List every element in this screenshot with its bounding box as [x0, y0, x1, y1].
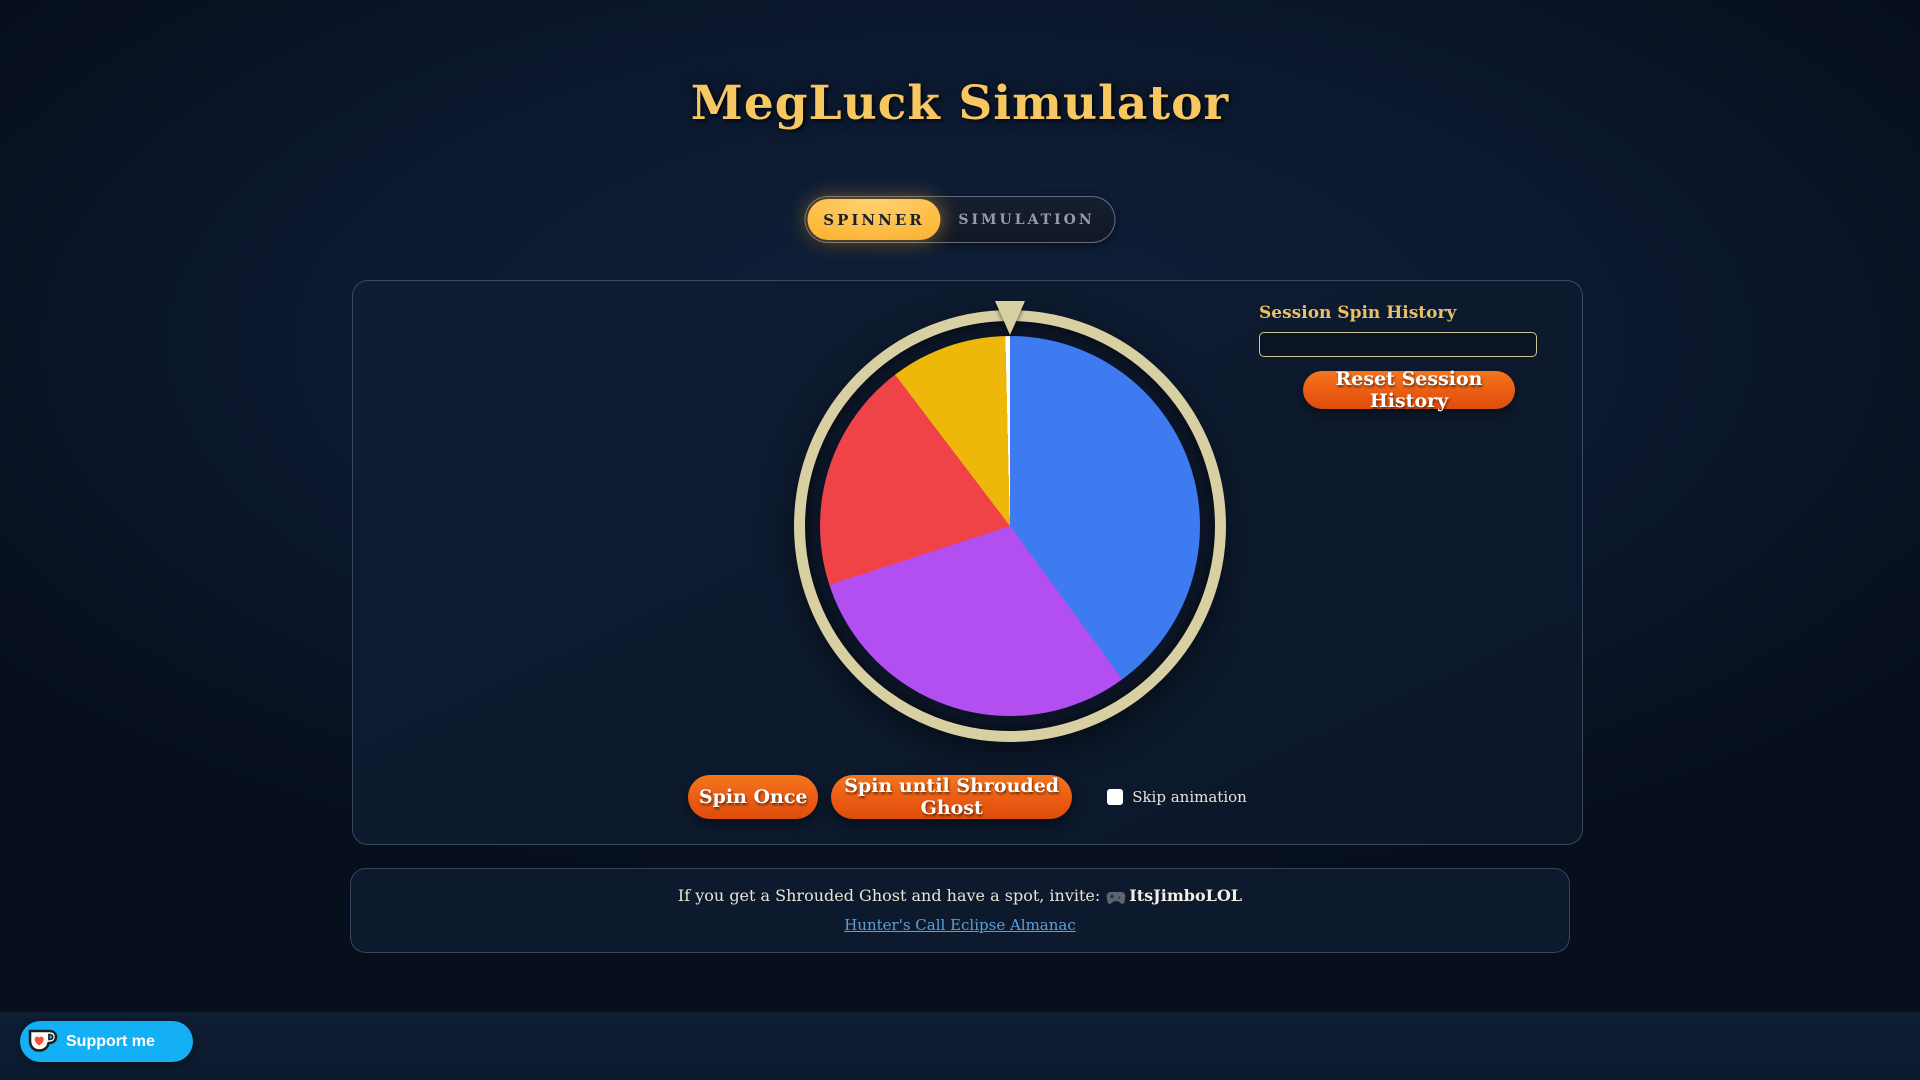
session-history-heading: Session Spin History: [1259, 303, 1457, 323]
skip-animation-control: Skip animation: [1107, 788, 1247, 806]
wheel-pie: [820, 336, 1200, 716]
spin-until-shrouded-ghost-button[interactable]: Spin until Shrouded Ghost: [831, 775, 1073, 819]
spinner-panel: Session Spin History Reset Session Histo…: [352, 280, 1583, 845]
background-footer-strip: [0, 1012, 1920, 1080]
kofi-support-button[interactable]: Support me: [20, 1021, 193, 1062]
spin-controls: Spin Once Spin until Shrouded Ghost Skip…: [353, 775, 1582, 819]
spin-once-button[interactable]: Spin Once: [688, 775, 819, 819]
spinner-wheel[interactable]: [794, 301, 1226, 742]
footer-panel: If you get a Shrouded Ghost and have a s…: [350, 868, 1570, 953]
wheel-pointer-icon: [995, 301, 1025, 335]
skip-animation-checkbox[interactable]: [1107, 789, 1124, 805]
invite-text: If you get a Shrouded Ghost and have a s…: [677, 886, 1101, 905]
session-history-list: [1259, 332, 1537, 357]
skip-animation-label[interactable]: Skip animation: [1132, 788, 1247, 806]
tab-spinner[interactable]: SPINNER: [807, 199, 941, 240]
invite-line: If you get a Shrouded Ghost and have a s…: [351, 886, 1569, 905]
view-tabbar: SPINNER SIMULATION: [804, 196, 1116, 243]
wheel-ring: [794, 310, 1226, 742]
page-title: MegLuck Simulator: [690, 76, 1230, 131]
gamepad-icon: [1107, 892, 1126, 904]
kofi-support-label: Support me: [66, 1032, 155, 1050]
almanac-link[interactable]: Hunter's Call Eclipse Almanac: [844, 916, 1076, 934]
tab-simulation[interactable]: SIMULATION: [958, 211, 1095, 228]
kofi-cup-icon: [28, 1029, 58, 1052]
session-history-section: Session Spin History Reset Session Histo…: [1259, 303, 1559, 412]
invite-gamertag: ItsJimboLOL: [1129, 886, 1243, 905]
reset-session-history-button[interactable]: Reset Session History: [1303, 368, 1515, 412]
